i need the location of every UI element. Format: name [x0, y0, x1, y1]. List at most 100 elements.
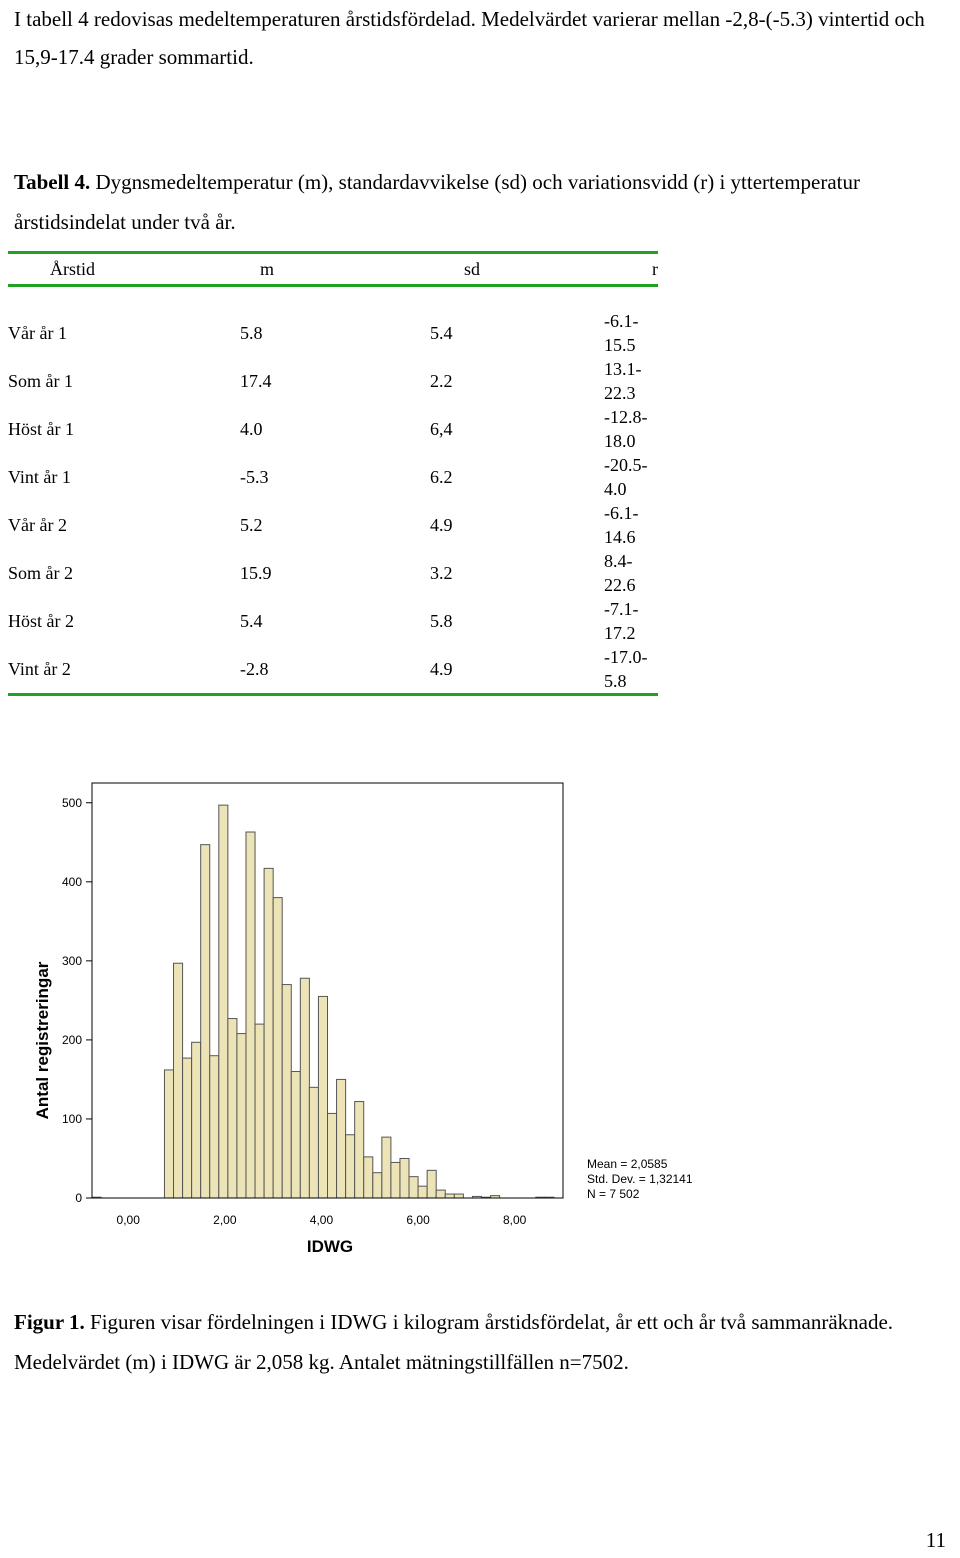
- cell-sd: 5.4: [430, 323, 453, 343]
- histogram-bar: [218, 804, 229, 1199]
- histogram-bar: [254, 1023, 265, 1199]
- table-caption-label: Tabell 4.: [14, 170, 91, 194]
- stat-std: Std. Dev. = 1,32141: [587, 1172, 693, 1186]
- cell-m: 15.9: [240, 563, 272, 583]
- figure-caption: Figur 1. Figuren visar fördelningen i ID…: [14, 1302, 944, 1382]
- cell-season: Höst år 2: [8, 611, 74, 631]
- histogram-bar: [200, 844, 211, 1199]
- histogram-bar: [354, 1101, 365, 1199]
- table-row: Som år 2 15.9 3.2 8.4-22.6: [8, 549, 658, 597]
- histogram-bar: [426, 1169, 437, 1199]
- table-row: Vint år 2 -2.8 4.9 -17.0-5.8: [8, 645, 658, 696]
- table-row: Vår år 1 5.8 5.4 -6.1-15.5: [8, 286, 658, 358]
- intro-paragraph: I tabell 4 redovisas medeltemperaturen å…: [14, 7, 925, 69]
- table-row: Som år 1 17.4 2.2 13.1-22.3: [8, 357, 658, 405]
- histogram-bar: [263, 867, 274, 1199]
- x-tick-label: 0,00: [117, 1213, 141, 1227]
- cell-r: -20.5-4.0: [604, 455, 648, 499]
- cell-sd: 4.9: [430, 645, 604, 696]
- x-tick-label: 2,00: [213, 1213, 237, 1227]
- table-row: Höst år 2 5.4 5.8 -7.1-17.2: [8, 597, 658, 645]
- histogram-bar: [444, 1193, 455, 1199]
- cell-m: 5.4: [240, 611, 263, 631]
- header-m: m: [240, 251, 430, 287]
- temperature-table: Årstid m sd r Vår år 1 5.8 5.4 -6.1-15.5 So…: [8, 251, 658, 696]
- cell-m: -5.3: [240, 467, 269, 487]
- header-arstid: Årstid: [8, 251, 240, 287]
- header-r: r: [604, 251, 658, 287]
- cell-sd: 6,4: [430, 419, 453, 439]
- cell-r: 8.4-22.6: [604, 551, 636, 595]
- page-number: 11: [925, 1528, 946, 1552]
- histogram-bar: [182, 1057, 193, 1199]
- histogram-bar: [227, 1018, 238, 1199]
- plot-frame: [91, 782, 564, 1199]
- cell-m: 5.8: [240, 323, 263, 343]
- histogram-bar: [345, 1134, 356, 1199]
- table-header-row: Årstid m sd r: [8, 251, 658, 287]
- header-sd: sd: [430, 251, 604, 287]
- histogram-bar: [290, 1071, 301, 1199]
- cell-sd: 6.2: [430, 467, 453, 487]
- table-caption: Tabell 4. Dygnsmedeltemperatur (m), stan…: [14, 162, 944, 242]
- y-tick-label: 0: [75, 1191, 82, 1205]
- y-tick-label: 400: [62, 875, 82, 889]
- histogram-bar: [173, 962, 184, 1199]
- cell-m: -2.8: [240, 645, 430, 696]
- cell-season: Vint år 2: [8, 645, 240, 696]
- cell-season: Vår år 2: [8, 515, 67, 535]
- cell-m: 4.0: [240, 419, 263, 439]
- y-tick-label: 200: [62, 1033, 82, 1047]
- x-axis-label: IDWG: [307, 1237, 353, 1256]
- cell-season: Vint år 1: [8, 467, 71, 487]
- histogram-bar: [363, 1156, 374, 1199]
- x-tick-label: 4,00: [310, 1213, 334, 1227]
- histogram-bar: [209, 1055, 220, 1199]
- cell-r: 13.1-22.3: [604, 359, 642, 403]
- histogram-bar: [399, 1157, 410, 1199]
- table-row: Vint år 1 -5.3 6.2 -20.5-4.0: [8, 453, 658, 501]
- histogram-bar: [272, 897, 283, 1199]
- table-caption-text: Dygnsmedeltemperatur (m), standardavvike…: [14, 170, 860, 234]
- histogram-bars: [91, 804, 555, 1199]
- cell-sd: 4.9: [430, 515, 453, 535]
- histogram-bar: [408, 1176, 419, 1199]
- y-axis-label: Antal registreringar: [33, 961, 52, 1119]
- histogram-bar: [317, 995, 329, 1199]
- histogram-bar: [236, 1033, 247, 1199]
- histogram-bar: [245, 831, 256, 1199]
- cell-sd: 2.2: [430, 371, 453, 391]
- histogram-bar: [191, 1041, 202, 1199]
- y-axis: 0 100 200 300 400 500: [62, 796, 92, 1205]
- stats-box: Mean = 2,0585 Std. Dev. = 1,32141 N = 7 …: [587, 1157, 693, 1201]
- cell-season: Som år 2: [8, 563, 73, 583]
- cell-r: -17.0-5.8: [604, 645, 658, 696]
- x-tick-label: 6,00: [406, 1213, 430, 1227]
- y-tick-label: 100: [62, 1112, 82, 1126]
- cell-r: -12.8-18.0: [604, 407, 648, 451]
- cell-r: -6.1-15.5: [604, 311, 639, 355]
- x-tick-label: 8,00: [503, 1213, 527, 1227]
- x-axis: 0,00 2,00 4,00 6,00 8,00: [117, 1213, 527, 1227]
- cell-season: Som år 1: [8, 371, 73, 391]
- histogram-bar: [372, 1172, 383, 1199]
- histogram-bar: [435, 1189, 446, 1199]
- figure-caption-text: Figuren visar fördelningen i IDWG i kilo…: [14, 1310, 894, 1374]
- y-tick-label: 500: [62, 796, 82, 810]
- cell-r: -7.1-17.2: [604, 599, 639, 643]
- cell-r: -6.1-14.6: [604, 503, 639, 547]
- histogram-bar: [163, 1069, 175, 1199]
- stat-n: N = 7 502: [587, 1187, 640, 1201]
- histogram-bar: [390, 1161, 401, 1199]
- histogram-bar: [336, 1078, 347, 1199]
- stat-mean: Mean = 2,0585: [587, 1157, 668, 1171]
- histogram-bar: [327, 1112, 338, 1199]
- cell-season: Höst år 1: [8, 419, 74, 439]
- histogram-bar: [417, 1185, 428, 1199]
- cell-sd: 3.2: [430, 563, 453, 583]
- cell-sd: 5.8: [430, 611, 453, 631]
- table-row: Höst år 1 4.0 6,4 -12.8-18.0: [8, 405, 658, 453]
- histogram-bar: [381, 1136, 392, 1199]
- histogram-bar: [281, 984, 292, 1199]
- idwg-histogram: 0 100 200 300 400 500 0,00 2,00 4,00 6,00 8,00 An…: [33, 782, 693, 1256]
